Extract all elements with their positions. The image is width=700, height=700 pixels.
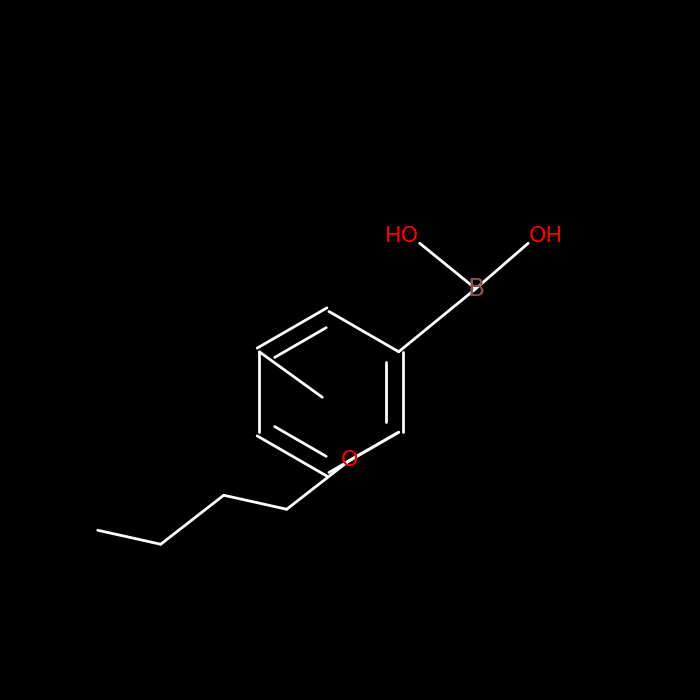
Text: OH: OH bbox=[528, 226, 563, 246]
Text: HO: HO bbox=[385, 226, 419, 246]
Text: O: O bbox=[341, 450, 358, 470]
Text: B: B bbox=[467, 276, 484, 301]
